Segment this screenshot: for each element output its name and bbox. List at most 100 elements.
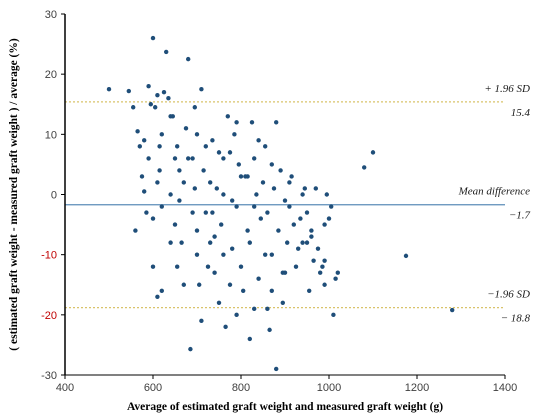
- data-point: [313, 186, 318, 191]
- data-point: [216, 300, 222, 305]
- data-point: [210, 210, 215, 215]
- mean-difference-line-label: Mean difference: [458, 186, 530, 198]
- data-point: [168, 192, 173, 197]
- data-point: [276, 228, 281, 233]
- data-point: [300, 240, 305, 245]
- data-point: [245, 228, 250, 233]
- data-point: [282, 198, 288, 203]
- data-point: [322, 258, 327, 263]
- data-point: [247, 240, 252, 245]
- data-point: [194, 132, 200, 137]
- data-point: [183, 126, 189, 131]
- data-point: [155, 93, 160, 98]
- data-point: [234, 312, 239, 318]
- data-point: [315, 246, 321, 251]
- data-points: [106, 35, 455, 372]
- data-point: [249, 120, 255, 125]
- data-point: [320, 264, 325, 269]
- data-point: [234, 120, 239, 125]
- data-point: [227, 150, 233, 155]
- data-point: [166, 96, 171, 101]
- data-point: [274, 366, 279, 372]
- data-point: [225, 114, 230, 119]
- data-point: [263, 252, 268, 257]
- data-point: [450, 307, 455, 313]
- data-point: [280, 300, 285, 305]
- data-point: [282, 270, 288, 275]
- data-point: [186, 56, 191, 62]
- data-point: [159, 288, 164, 293]
- data-point: [304, 210, 310, 215]
- data-point: [155, 180, 160, 185]
- data-point: [157, 144, 162, 149]
- data-point: [291, 222, 296, 227]
- data-point: [252, 156, 257, 161]
- data-point: [252, 204, 257, 209]
- data-point: [267, 327, 272, 333]
- data-point: [236, 162, 241, 167]
- data-point: [177, 198, 182, 203]
- data-point: [150, 216, 156, 221]
- data-point: [265, 306, 270, 312]
- data-point: [331, 312, 336, 318]
- data-point: [210, 138, 215, 143]
- data-point: [164, 49, 169, 55]
- data-point: [322, 282, 327, 287]
- x-tick-label: 600: [144, 382, 162, 394]
- data-point: [318, 270, 323, 275]
- data-point: [311, 258, 316, 263]
- data-point: [172, 156, 178, 161]
- data-point: [230, 198, 235, 203]
- data-point: [302, 186, 307, 191]
- y-tick-label: -10: [41, 250, 57, 262]
- data-point: [296, 246, 301, 251]
- data-point: [212, 234, 217, 239]
- data-point: [227, 282, 233, 287]
- data-point: [150, 264, 156, 269]
- data-point: [135, 129, 140, 134]
- data-point: [269, 288, 274, 293]
- data-point: [260, 180, 266, 185]
- data-point: [254, 192, 259, 197]
- data-point: [298, 216, 303, 221]
- data-point: [370, 150, 376, 155]
- data-point: [139, 174, 145, 179]
- data-point: [285, 240, 290, 245]
- data-point: [144, 210, 149, 215]
- data-point: [245, 174, 250, 179]
- data-point: [234, 204, 239, 209]
- data-point: [247, 336, 252, 342]
- lower-limit-line-label: −1.96 SD: [487, 289, 530, 301]
- data-point: [289, 174, 294, 179]
- x-axis-label: Average of estimated graft weight and me…: [127, 401, 443, 413]
- data-point: [269, 252, 274, 257]
- data-point: [181, 282, 186, 287]
- data-point: [190, 156, 195, 161]
- data-point: [274, 120, 279, 125]
- data-point: [159, 132, 164, 137]
- axes: [64, 14, 505, 376]
- data-point: [221, 156, 226, 161]
- x-tick-label: 1000: [317, 382, 341, 394]
- y-axis-ticks: 30 20 10 0 -10 -20 -30: [41, 9, 65, 382]
- data-point: [300, 192, 305, 197]
- data-point: [287, 180, 292, 185]
- data-point: [126, 88, 131, 94]
- data-point: [186, 156, 191, 161]
- data-point: [216, 150, 222, 155]
- data-point: [293, 264, 299, 269]
- x-axis-ticks: 400 600 800 1000 1200 1400: [56, 375, 517, 394]
- data-point: [142, 189, 147, 194]
- data-point: [172, 222, 178, 227]
- data-point: [307, 288, 312, 293]
- data-point: [203, 210, 208, 215]
- x-tick-label: 400: [56, 382, 74, 394]
- data-point: [146, 156, 151, 161]
- upper-limit-line-value: 15.4: [511, 107, 531, 119]
- data-point: [238, 264, 244, 269]
- data-point: [326, 216, 332, 221]
- data-point: [258, 216, 263, 221]
- y-tick-label: 0: [51, 190, 57, 202]
- data-point: [137, 144, 142, 149]
- data-point: [214, 186, 219, 191]
